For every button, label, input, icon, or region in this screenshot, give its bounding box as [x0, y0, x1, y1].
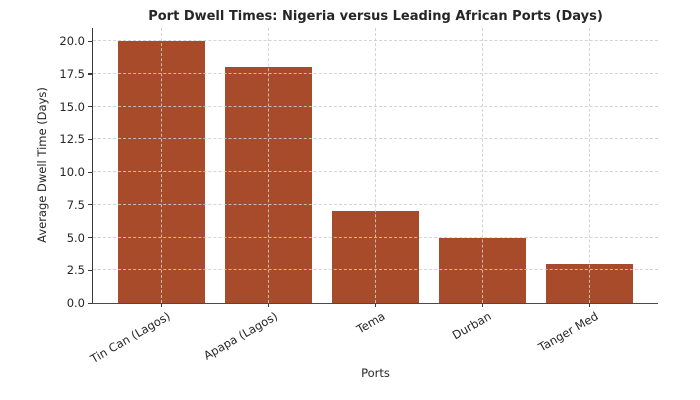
- y-tick-label: 10.0: [59, 165, 85, 180]
- chart-title: Port Dwell Times: Nigeria versus Leading…: [148, 9, 603, 24]
- plot-area: [92, 28, 658, 304]
- gridline-vertical: [482, 28, 483, 303]
- x-tick-label: Tin Can (Lagos): [88, 309, 173, 366]
- y-tick-label: 7.5: [66, 197, 85, 212]
- y-tick-label: 2.5: [66, 263, 85, 278]
- y-tick-mark: [88, 171, 92, 173]
- gridline-vertical: [268, 28, 269, 303]
- x-tick-label: Durban: [450, 309, 494, 343]
- y-axis-spine: [92, 28, 93, 303]
- gridline-vertical: [589, 28, 590, 303]
- y-tick-mark: [88, 73, 92, 75]
- y-tick-label: 12.5: [59, 132, 85, 147]
- y-tick-mark: [88, 138, 92, 140]
- x-tick-label: Tema: [353, 309, 387, 337]
- x-axis-label: Ports: [361, 366, 390, 380]
- gridline-vertical: [375, 28, 376, 303]
- y-tick-mark: [88, 40, 92, 42]
- y-tick-label: 15.0: [59, 99, 85, 114]
- x-tick-label: Apapa (Lagos): [201, 309, 280, 363]
- y-tick-label: 5.0: [66, 230, 85, 245]
- gridline-vertical: [161, 28, 162, 303]
- x-tick-mark: [160, 303, 162, 307]
- x-tick-mark: [267, 303, 269, 307]
- y-tick-mark: [88, 106, 92, 108]
- x-tick-label: Tanger Med: [536, 309, 601, 355]
- y-tick-mark: [88, 302, 92, 304]
- y-tick-label: 0.0: [66, 296, 85, 310]
- y-tick-mark: [88, 269, 92, 271]
- y-tick-mark: [88, 237, 92, 239]
- y-tick-label: 20.0: [59, 34, 85, 49]
- y-tick-mark: [88, 204, 92, 206]
- x-tick-mark: [588, 303, 590, 307]
- x-axis-spine: [92, 302, 658, 304]
- y-tick-label: 17.5: [59, 66, 85, 81]
- x-tick-mark: [374, 303, 376, 307]
- x-tick-mark: [481, 303, 483, 307]
- y-axis-label-text: Average Dwell Time (Days): [35, 87, 49, 243]
